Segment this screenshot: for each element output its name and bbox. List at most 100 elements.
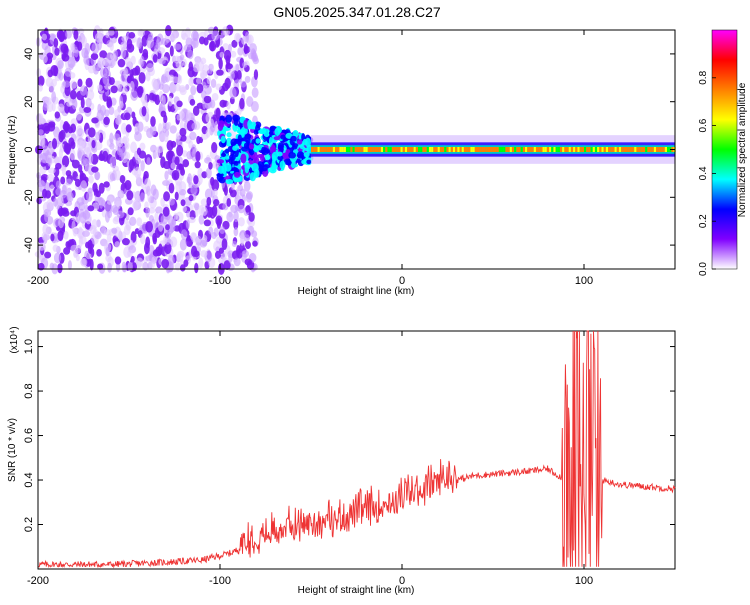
heatmap-blob [178,163,183,171]
heatmap-blob [233,257,241,267]
heatmap-blob [71,159,80,169]
band-core-cell [313,146,316,153]
heatmap-blob [211,141,218,154]
band-core-cell [511,146,515,153]
heatmap-blob [271,143,276,152]
heatmap-blob [70,123,77,133]
band-core-cell [575,146,578,153]
heatmap-blob [194,202,200,211]
heatmap-blob [53,38,59,48]
heatmap-blob [212,204,218,217]
band-core-cell [402,146,405,153]
heatmap-blob [302,138,308,146]
heatmap-blob [188,77,194,87]
band-core-cell [380,146,384,153]
heatmap-blob [236,69,242,80]
band-core-cell [444,146,447,153]
x-tick-label: -200 [27,575,49,587]
heatmap-blob [237,122,244,128]
heatmap-blob [48,82,55,93]
heatmap-blob [225,178,234,185]
heatmap-blob [175,134,180,146]
heatmap-blob [95,190,102,198]
heatmap-blob [163,191,171,202]
band-core-cell [632,146,635,153]
band-core-cell [514,146,517,153]
heatmap-blob [204,157,212,164]
y-tick-label: 1.0 [23,339,35,354]
heatmap-blob [140,233,146,245]
heatmap-blob [82,36,87,47]
band-core-cell [431,146,434,153]
heatmap-blob [169,45,174,57]
heatmap-blob [189,232,197,241]
heatmap-blob [82,210,91,220]
heatmap-blob [245,205,251,213]
heatmap-blob [222,26,229,37]
heatmap-blob [203,219,212,227]
heatmap-blob [222,82,229,92]
band-core-cell [433,146,436,153]
heatmap-blob [69,89,77,100]
heatmap-blob [205,129,211,138]
band-core-cell [485,146,488,153]
heatmap-blob [162,83,170,94]
band-core-cell [638,146,641,153]
band-core-cell [393,146,397,153]
heatmap-blob [36,68,42,78]
band-core-cell [387,146,390,153]
band-core-cell [490,146,493,153]
heatmap-blob [128,31,136,39]
heatmap-blob [40,174,49,181]
heatmap-blob [102,150,109,162]
band-core-cell [557,146,560,153]
heatmap-blob [274,127,281,136]
heatmap-blob [141,106,147,117]
heatmap-blob [174,83,181,92]
band-core-cell [428,146,432,153]
heatmap-blob [89,258,94,271]
heatmap-blob [145,221,153,233]
heatmap-blob [180,30,186,40]
heatmap-blob [174,156,180,166]
heatmap-blob [198,257,204,269]
band-core-cell [627,146,630,153]
band-core-cell [341,146,344,153]
heatmap-blob [208,226,214,235]
colorbar-tick-label: 0.8 [698,70,709,84]
heatmap-blob [151,78,158,88]
band-core-cell [581,146,585,153]
heatmap-blob [226,211,234,223]
heatmap-blob [105,211,110,223]
heatmap-blob [78,235,83,248]
heatmap-blob [223,260,231,271]
colorbar-tick-label: 0.6 [698,118,709,132]
heatmap-blob [217,256,226,264]
heatmap-blob [63,230,69,240]
heatmap-blob [196,102,204,109]
heatmap-blob [83,158,91,165]
heatmap-blob [75,254,80,262]
heatmap-blob [126,190,134,201]
heatmap-blob [251,101,259,112]
heatmap-blob [122,136,130,144]
heatmap-blob [47,123,56,132]
heatmap-blob [123,67,129,80]
heatmap-blob [83,106,92,114]
heatmap-blob [219,51,225,58]
heatmap-blob [220,135,226,144]
x-tick-label: 100 [575,275,593,287]
band-core-cell [339,146,342,153]
heatmap-blob [106,233,112,243]
heatmap-blob [121,261,127,273]
heatmap-blob [203,95,212,104]
heatmap-blob [110,85,118,94]
heatmap-blob [80,257,88,267]
heatmap-blob [165,232,172,239]
heatmap-blob [190,186,198,195]
heatmap-blob [152,53,158,63]
heatmap-blob [190,85,197,96]
heatmap-blob [105,32,110,39]
